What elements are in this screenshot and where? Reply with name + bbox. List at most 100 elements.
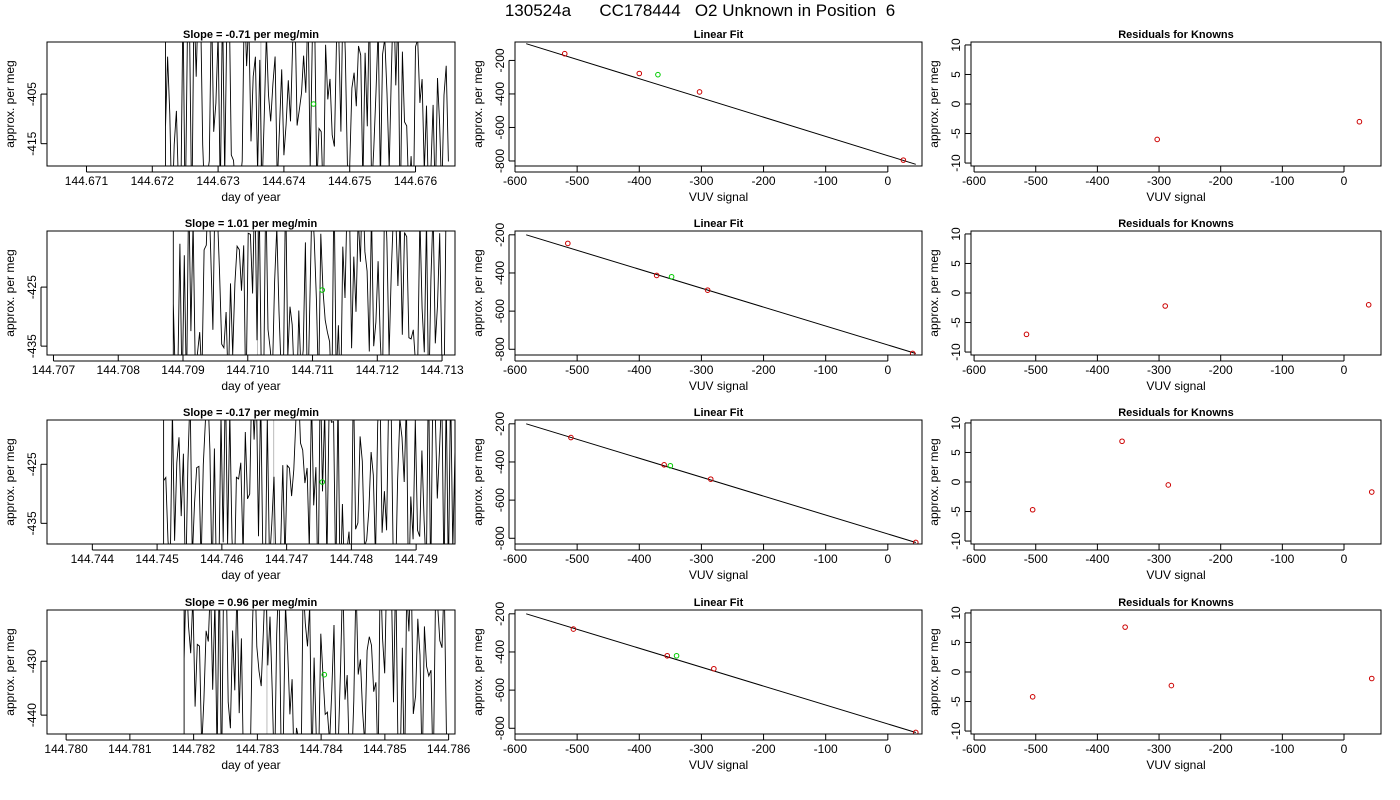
plot-area: [172, 231, 447, 355]
x-tick-label: -200: [752, 552, 776, 566]
y-tick-label: -10: [949, 532, 963, 550]
x-tick-label: -500: [1024, 742, 1048, 756]
y-tick-label: -435: [25, 511, 39, 535]
residual-point: [1029, 694, 1036, 700]
panel-2-1: Linear Fit VUV signal approx. per meg -600 -…: [471, 407, 923, 582]
known-point: [561, 50, 568, 57]
x-tick-label: -500: [565, 174, 589, 188]
x-tick-label: 144.745: [135, 552, 179, 566]
known-point: [909, 350, 916, 355]
y-tick-label: 5: [949, 260, 963, 267]
known-point: [664, 652, 671, 659]
x-tick-label: 144.747: [265, 552, 309, 566]
x-tick-label: -600: [503, 552, 527, 566]
y-tick-label: -5: [949, 128, 963, 139]
x-tick-label: 144.707: [32, 363, 76, 377]
known-point: [711, 665, 717, 672]
plot-area: [1029, 438, 1375, 513]
panel-1-1: Linear Fit VUV signal approx. per meg -600 -…: [471, 218, 923, 393]
plot-area: [163, 420, 455, 544]
panel-3-1: Linear Fit VUV signal approx. per meg -600 -…: [471, 597, 923, 772]
y-tick-label: 5: [949, 71, 963, 78]
known-point: [565, 240, 571, 247]
x-tick-label: -100: [1270, 552, 1294, 566]
y-axis-label: approx. per meg: [3, 628, 17, 715]
x-axis-label: VUV signal: [1146, 379, 1205, 393]
x-axis-label: day of year: [221, 758, 280, 772]
x-tick-label: -400: [627, 363, 651, 377]
plot-frame: [514, 609, 923, 735]
plot-area: [526, 423, 919, 544]
panel-1-2: Residuals for Knowns VUV signal approx. pe…: [927, 218, 1382, 393]
x-tick-label: -100: [814, 742, 838, 756]
x-tick-label: -100: [1270, 363, 1294, 377]
panel-title: Slope = -0.17 per meg/min: [183, 407, 319, 419]
fit-line: [526, 43, 916, 165]
y-tick-label: 5: [949, 449, 963, 456]
y-tick-label: -200: [493, 601, 507, 625]
y-tick-label: 10: [949, 38, 963, 52]
y-tick-label: -400: [493, 261, 507, 285]
residual-point: [1023, 331, 1030, 338]
y-axis-label: approx. per meg: [471, 628, 485, 715]
x-tick-label: 144.711: [291, 363, 334, 377]
x-tick-label: 144.676: [394, 174, 438, 188]
panel-title: Residuals for Knowns: [1118, 29, 1234, 41]
x-tick-label: -200: [1209, 552, 1233, 566]
x-tick-label: -200: [1209, 174, 1233, 188]
x-tick-label: -300: [1147, 363, 1171, 377]
y-axis-label: approx. per meg: [3, 249, 17, 336]
x-tick-label: 144.784: [299, 742, 343, 756]
x-tick-label: -600: [962, 552, 986, 566]
x-tick-label: -100: [814, 363, 838, 377]
plot-area: [1029, 624, 1375, 700]
y-tick-label: -5: [949, 506, 963, 517]
y-tick-label: -415: [25, 131, 39, 155]
plot-area: [526, 613, 919, 734]
plot-frame: [514, 419, 923, 545]
unknown-point: [310, 101, 317, 107]
residual-point: [1122, 624, 1128, 630]
x-tick-label: -600: [962, 742, 986, 756]
known-point: [912, 729, 919, 734]
x-tick-label: 144.746: [200, 552, 244, 566]
residual-point: [1029, 506, 1036, 513]
y-tick-label: -405: [25, 82, 39, 106]
x-tick-label: -500: [1024, 363, 1048, 377]
x-axis-label: VUV signal: [1146, 568, 1205, 582]
x-tick-label: -200: [752, 363, 776, 377]
x-tick-label: -600: [503, 742, 527, 756]
x-tick-label: -400: [627, 552, 651, 566]
y-tick-label: -430: [25, 649, 39, 673]
y-tick-label: 0: [949, 478, 963, 485]
unknown-point: [319, 287, 326, 293]
known-point: [704, 287, 711, 293]
x-tick-label: 144.671: [65, 174, 109, 188]
y-axis-label: approx. per meg: [471, 60, 485, 147]
x-tick-label: 144.785: [363, 742, 407, 756]
panel-1-0: Slope = 1.01 per meg/min day of year appro…: [3, 218, 464, 393]
y-tick-label: -600: [493, 488, 507, 512]
y-tick-label: -10: [949, 722, 963, 740]
plot-frame: [46, 41, 456, 167]
x-tick-label: -300: [1147, 552, 1171, 566]
x-tick-label: -300: [689, 552, 713, 566]
x-axis-label: VUV signal: [689, 758, 748, 772]
x-axis-label: VUV signal: [689, 190, 748, 204]
x-axis-label: day of year: [221, 190, 280, 204]
known-point: [900, 157, 907, 163]
known-point: [661, 462, 667, 468]
known-point: [653, 272, 660, 279]
known-point: [636, 70, 643, 77]
panel-3-0: Slope = 0.96 per meg/min day of year appro…: [3, 597, 471, 772]
plot-area: [526, 43, 916, 165]
y-tick-label: 0: [949, 100, 963, 107]
x-tick-label: -500: [565, 363, 589, 377]
y-tick-label: -10: [949, 154, 963, 172]
x-tick-label: -400: [1085, 174, 1109, 188]
x-tick-label: 0: [884, 552, 891, 566]
x-tick-label: -200: [1209, 363, 1233, 377]
x-tick-label: -600: [503, 363, 527, 377]
y-tick-label: 0: [949, 668, 963, 675]
